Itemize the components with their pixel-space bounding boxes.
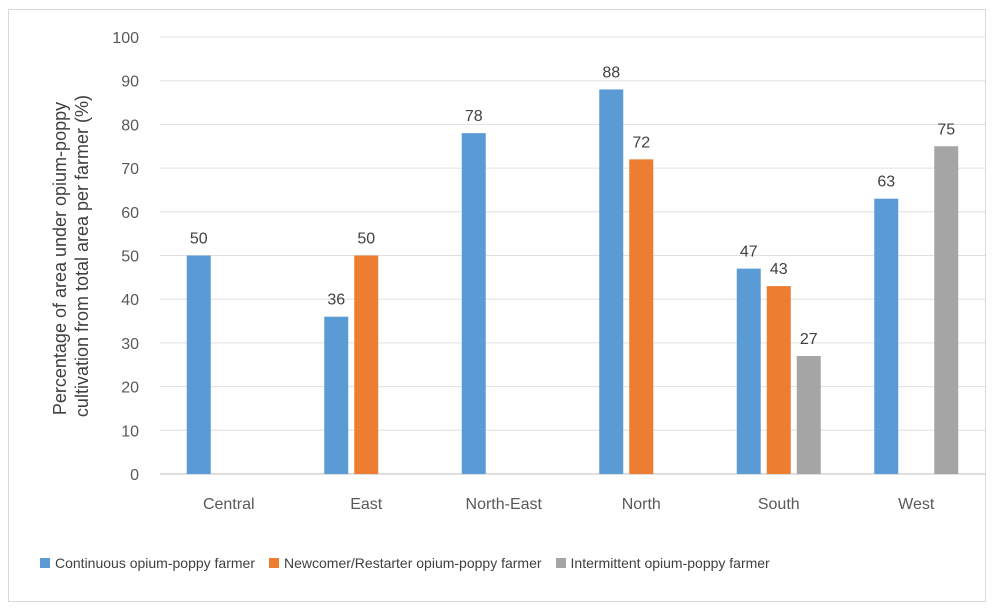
bar xyxy=(736,268,761,474)
bar xyxy=(796,356,821,474)
legend-swatch-intermittent xyxy=(555,558,566,568)
legend-label-continuous: Continuous opium-poppy farmer xyxy=(55,555,255,571)
x-category-label: East xyxy=(350,496,383,513)
data-label: 63 xyxy=(877,174,895,191)
bar xyxy=(599,89,624,474)
y-tick-label: 90 xyxy=(121,74,139,91)
x-category-label: North xyxy=(622,496,661,513)
y-axis-label: Percentage of area under opium-poppy cul… xyxy=(50,95,92,417)
chart-frame xyxy=(8,9,986,602)
bar xyxy=(629,159,654,475)
y-tick-label: 60 xyxy=(121,205,139,222)
legend-swatch-newcomer xyxy=(269,558,279,568)
data-labels: 50 36 50 78 88 72 47 43 27 63 75 xyxy=(190,64,955,348)
bars xyxy=(186,89,959,475)
data-label: 50 xyxy=(357,231,375,248)
x-category-label: North-East xyxy=(466,496,543,513)
data-label: 50 xyxy=(190,231,208,248)
legend-item-continuous: Continuous opium-poppy farmer xyxy=(40,555,255,571)
data-label: 27 xyxy=(800,331,818,348)
y-tick-label: 20 xyxy=(121,380,139,397)
y-tick-label: 100 xyxy=(112,30,139,47)
x-category-label: West xyxy=(898,496,935,513)
legend-swatch-continuous xyxy=(40,558,50,568)
legend: Continuous opium-poppy farmer Newcomer/R… xyxy=(40,552,770,574)
y-tick-label: 70 xyxy=(121,161,139,178)
y-axis-label-line-2: cultivation from total area per farmer (… xyxy=(72,95,92,417)
bar xyxy=(186,255,211,474)
x-category-label: South xyxy=(758,496,800,513)
data-label: 78 xyxy=(465,108,483,125)
bar xyxy=(874,198,899,474)
legend-item-newcomer: Newcomer/Restarter opium-poppy farmer xyxy=(269,555,542,571)
gridlines xyxy=(160,36,985,475)
bar xyxy=(354,255,379,474)
bar xyxy=(766,286,791,474)
bar xyxy=(461,133,486,474)
data-label: 72 xyxy=(632,134,650,151)
y-tick-label: 0 xyxy=(130,467,139,484)
data-label: 75 xyxy=(937,121,955,138)
y-tick-label: 30 xyxy=(121,336,139,353)
data-label: 36 xyxy=(327,292,345,309)
bar xyxy=(934,146,959,474)
y-tick-label: 10 xyxy=(121,423,139,440)
x-axis-categories: Central East North-East North South West xyxy=(203,496,935,513)
data-label: 43 xyxy=(770,261,788,278)
legend-item-intermittent: Intermittent opium-poppy farmer xyxy=(555,555,770,571)
y-tick-label: 50 xyxy=(121,249,139,266)
y-tick-label: 40 xyxy=(121,292,139,309)
x-category-label: Central xyxy=(203,496,255,513)
y-axis-label-line-1: Percentage of area under opium-poppy xyxy=(50,102,70,415)
legend-label-newcomer: Newcomer/Restarter opium-poppy farmer xyxy=(284,555,542,571)
y-tick-label: 80 xyxy=(121,117,139,134)
legend-label-intermittent: Intermittent opium-poppy farmer xyxy=(570,555,770,571)
data-label: 88 xyxy=(602,64,620,81)
y-axis-ticks: 0 10 20 30 40 50 60 70 80 90 100 xyxy=(112,30,139,484)
bar xyxy=(324,316,349,474)
data-label: 47 xyxy=(740,244,758,261)
